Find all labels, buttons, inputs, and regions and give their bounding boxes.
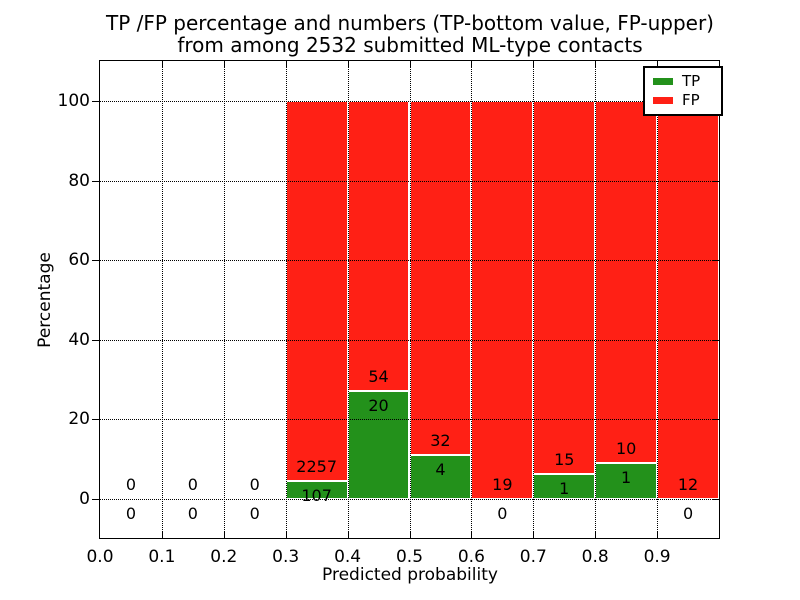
gridline-vertical [161, 61, 163, 538]
bar-segment-fp [657, 101, 719, 499]
annotation-tp-count: 0 [497, 504, 508, 523]
bar-segment-fp [595, 101, 658, 463]
annotation-fp-count: 0 [187, 475, 198, 494]
y-tick-right [713, 180, 719, 182]
x-tick-label: 0.8 [581, 547, 609, 567]
bar-segment-fp [347, 101, 410, 392]
gridline-vertical [409, 61, 411, 538]
y-tick-left [92, 499, 99, 500]
x-tick-bottom [657, 532, 659, 538]
x-tick-bottom [533, 532, 535, 538]
y-tick-label: 20 [68, 409, 90, 430]
x-tick-label: 0.0 [86, 547, 114, 567]
y-tick-label: 0 [79, 489, 90, 509]
legend-swatch-tp-icon [653, 78, 673, 85]
annotation-tp-count: 1 [559, 479, 570, 499]
bar-segment-fp [409, 101, 472, 455]
x-tick-label: 0.5 [395, 547, 424, 567]
x-tick-label: 0.1 [148, 547, 176, 567]
annotation-tp-count: 0 [125, 504, 137, 523]
x-tick-bottom [161, 532, 163, 538]
bar-segment-fp [285, 101, 348, 481]
x-tick-top [409, 61, 411, 67]
y-tick-label: 40 [68, 329, 90, 350]
annotation-fp-count: 12 [677, 475, 699, 494]
x-tick-top [533, 61, 535, 67]
y-tick-label: 100 [57, 91, 90, 111]
gridline-vertical [595, 61, 597, 538]
gridline-vertical [223, 61, 225, 538]
y-tick-left [92, 419, 99, 421]
annotation-fp-count: 54 [368, 367, 389, 387]
gridline-vertical [471, 61, 473, 538]
bar-segment-fp [533, 101, 596, 475]
annotation-fp-count: 19 [492, 475, 513, 494]
y-axis-label: Percentage [35, 252, 55, 348]
x-tick-bottom [595, 532, 597, 538]
x-tick-label: 0.6 [457, 547, 485, 567]
gridline-vertical [533, 61, 535, 538]
y-tick-left [92, 260, 99, 262]
annotation-tp-count: 4 [435, 459, 446, 479]
legend-label-tp: TP [682, 72, 701, 90]
x-tick-label: 0.4 [334, 547, 362, 567]
y-tick-label: 80 [68, 170, 90, 191]
annotation-fp-count: 32 [430, 430, 451, 450]
chart-title-line-2: from among 2532 submitted ML-type contac… [177, 33, 643, 57]
plot-area: 0 20 40 60 80 100 0.0 0.1 0.2 0.3 0.4 0.5 0.6 0.7 0.8 0… [58, 60, 723, 566]
x-axis-label: Predicted probability [322, 565, 498, 585]
annotation-fp-count: 10 [615, 438, 637, 458]
annotation-tp-count: 0 [249, 504, 260, 523]
chart-title: TP /FP percentage and numbers (TP-bottom… [99, 12, 721, 56]
bar-segment-tp [347, 391, 410, 499]
x-tick-top [347, 61, 349, 67]
x-tick-label: 0.7 [519, 547, 547, 567]
x-tick-top [657, 61, 659, 67]
bar-segment-tp [595, 462, 658, 499]
annotation-tp-count: 107 [301, 485, 332, 505]
annotation-tp-count: 0 [187, 504, 198, 523]
x-tick-bottom [471, 532, 473, 538]
x-tick-bottom [347, 532, 349, 538]
annotation-tp-count: 1 [621, 467, 632, 487]
bar-segment-fp [471, 101, 534, 499]
x-tick-label: 0.3 [272, 547, 300, 567]
y-tick-left [92, 101, 99, 102]
gridline-vertical [285, 61, 287, 538]
x-tick-bottom [409, 532, 411, 538]
annotation-tp-count: 0 [682, 504, 694, 523]
x-tick-label: 0.9 [643, 547, 671, 567]
x-tick-top [471, 61, 473, 67]
legend-label-fp: FP [682, 91, 700, 109]
x-tick-top [595, 61, 597, 67]
annotation-tp-count: 20 [368, 396, 389, 416]
chart-title-line-1: TP /FP percentage and numbers (TP-bottom… [106, 11, 714, 35]
y-tick-right [713, 260, 719, 262]
bar-segment-tp [533, 474, 596, 499]
y-tick-right [713, 339, 719, 341]
gridline-vertical [347, 61, 349, 538]
annotation-fp-count: 15 [554, 450, 575, 470]
y-tick-right [713, 419, 719, 421]
x-tick-top [223, 61, 225, 67]
y-tick-label: 60 [68, 250, 90, 271]
annotation-fp-count: 0 [249, 475, 260, 494]
legend-item-fp: FP [653, 91, 721, 110]
legend: TP FP [643, 66, 723, 116]
legend-item-tp: TP [653, 72, 721, 91]
x-tick-bottom [223, 532, 225, 538]
y-tick-left [92, 180, 99, 182]
y-tick-left [92, 339, 99, 341]
y-tick-right [713, 499, 719, 500]
annotation-fp-count: 0 [125, 475, 137, 494]
x-tick-bottom [285, 532, 287, 538]
x-tick-top [161, 61, 163, 67]
annotation-fp-count: 2257 [296, 456, 337, 476]
legend-swatch-fp-icon [653, 97, 673, 104]
gridline-vertical [657, 61, 659, 538]
x-tick-top [285, 61, 287, 67]
x-tick-label: 0.2 [210, 547, 238, 567]
